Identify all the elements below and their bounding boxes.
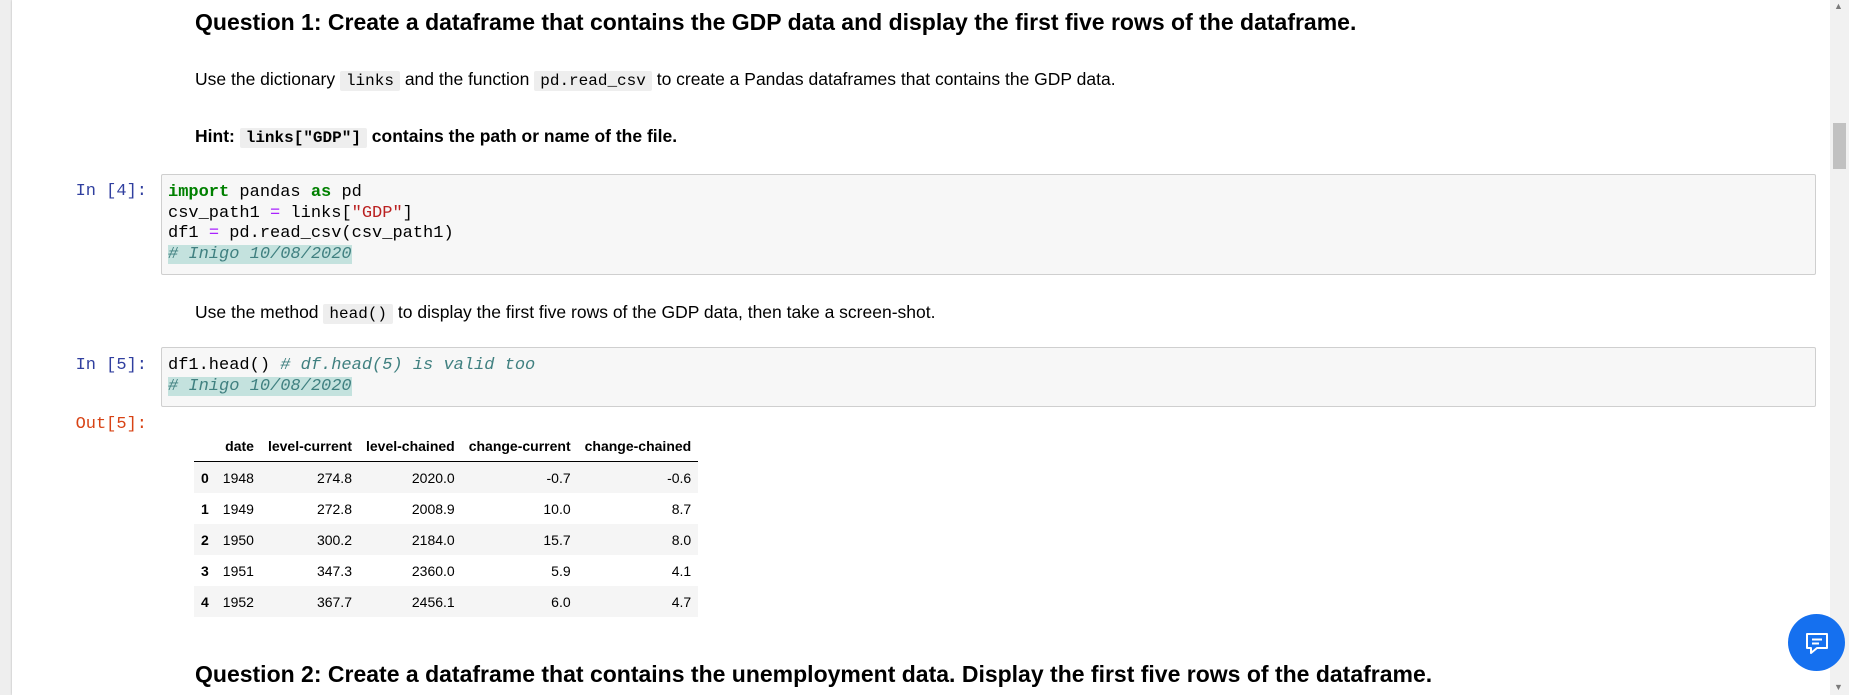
code-comment: # Inigo 10/08/2020 — [168, 376, 352, 396]
question-1-title: Question 1: Create a dataframe that cont… — [195, 9, 1357, 35]
vertical-scrollbar[interactable]: ▲ ▼ — [1830, 0, 1849, 695]
code-text: pd.read_csv(csv_path1) — [219, 224, 454, 243]
cell-change-chained: 8.0 — [671, 531, 692, 548]
question-1-heading: Question 1: Create a dataframe that cont… — [195, 9, 1356, 36]
chat-icon — [1805, 632, 1828, 654]
cell-change-current: -0.7 — [546, 469, 571, 486]
code-operator: = — [208, 224, 220, 243]
cell-date: 1950 — [222, 531, 254, 548]
code-string: "GDP" — [351, 203, 403, 223]
column-header-index — [194, 431, 216, 462]
cell-level-current: 367.7 — [316, 593, 352, 610]
cell-level-chained: 2008.9 — [411, 500, 455, 517]
instruction-text: Use the dictionary — [195, 69, 340, 89]
cell-date: 1952 — [222, 593, 254, 610]
cell-change-current: 10.0 — [543, 500, 571, 517]
table-row: 1 1949 272.8 2008.9 10.0 8.7 — [194, 493, 698, 524]
notebook-container: Question 1: Create a dataframe that cont… — [12, 0, 1830, 695]
cell-change-chained: 8.7 — [671, 500, 692, 517]
inline-code-read-csv: pd.read_csv — [534, 71, 652, 91]
cell-date: 1949 — [222, 500, 254, 517]
row-index: 4 — [201, 593, 209, 610]
code-text: links[ — [280, 203, 352, 223]
scroll-up-arrow[interactable]: ▲ — [1834, 1, 1843, 11]
table-header-row: date level-current level-chained change-… — [194, 431, 699, 462]
table-row: 3 1951 347.3 2360.0 5.9 4.1 — [194, 555, 698, 586]
code-operator: = — [270, 203, 281, 223]
cell-5-code-editor[interactable]: df1.head() # df.head(5) is valid too # I… — [161, 347, 1816, 407]
cell-level-chained: 2360.0 — [411, 562, 455, 579]
cell-5-output-prompt: Out[5]: — [75, 415, 147, 434]
column-header-level-chained: level-chained — [359, 431, 462, 462]
column-header-level-current: level-current — [260, 431, 359, 462]
scroll-down-arrow[interactable]: ▼ — [1834, 682, 1843, 692]
instruction-text: Use the method — [195, 302, 324, 322]
hint-text: contains the path or name of the file. — [366, 126, 678, 146]
question-1-hint: Hint: links["GDP"] contains the path or … — [195, 126, 678, 148]
code-text: csv_path1 — [168, 203, 271, 223]
gdp-dataframe-table: date level-current level-chained change-… — [194, 431, 699, 617]
cell-level-current: 272.8 — [316, 500, 352, 517]
scrollbar-thumb[interactable] — [1833, 123, 1846, 169]
inline-code-links-gdp: links["GDP"] — [239, 128, 367, 148]
column-header-change-current: change-current — [461, 431, 578, 462]
cell-level-chained: 2184.0 — [411, 531, 455, 548]
code-comment: # Inigo 10/08/2020 — [168, 244, 352, 264]
cell-level-chained: 2456.1 — [411, 593, 455, 610]
code-comment: # df.head(5) is valid too — [280, 356, 536, 375]
cell-4-code-editor[interactable]: import pandas as pd csv_path1 = links["G… — [161, 174, 1816, 275]
cell-5-input-prompt: In [5]: — [75, 356, 147, 375]
cell-level-chained: 2020.0 — [411, 469, 455, 486]
cell-level-current: 347.3 — [316, 562, 352, 579]
row-index: 0 — [201, 469, 209, 486]
code-text: pandas — [229, 183, 311, 202]
table-row: 0 1948 274.8 2020.0 -0.7 -0.6 — [194, 461, 699, 493]
code-text: df1 — [168, 224, 209, 243]
question-2-title: Question 2: Create a dataframe that cont… — [195, 661, 1433, 687]
instruction-text: to create a Pandas dataframes that conta… — [651, 69, 1116, 89]
table-row: 2 1950 300.2 2184.0 15.7 8.0 — [194, 524, 699, 555]
cell-change-chained: -0.6 — [667, 469, 692, 486]
instruction-text: to display the first five rows of the GD… — [393, 302, 936, 322]
code-text: df1.head() — [168, 356, 281, 375]
cell-change-chained: 4.1 — [671, 562, 692, 579]
cell-change-current: 6.0 — [551, 593, 571, 610]
cell-4-input-prompt: In [4]: — [75, 182, 147, 201]
cell-level-current: 300.2 — [316, 531, 352, 548]
code-keyword: import — [168, 183, 230, 202]
column-header-date: date — [215, 431, 261, 462]
code-keyword: as — [310, 183, 332, 202]
head-instructions: Use the method head() to display the fir… — [195, 302, 936, 324]
cell-level-current: 274.8 — [316, 469, 352, 486]
cell-date: 1948 — [222, 469, 254, 486]
cell-change-current: 5.9 — [551, 562, 571, 579]
hint-label: Hint: — [195, 126, 240, 146]
cell-change-current: 15.7 — [543, 531, 571, 548]
cell-change-chained: 4.7 — [671, 593, 692, 610]
inline-code-links: links — [339, 71, 400, 91]
cell-date: 1951 — [222, 562, 254, 579]
code-text: ] — [402, 203, 413, 223]
question-2-heading: Question 2: Create a dataframe that cont… — [195, 661, 1432, 688]
code-text: pd — [331, 183, 362, 202]
inline-code-head: head() — [323, 304, 394, 324]
row-index: 1 — [201, 500, 209, 517]
chat-button[interactable] — [1788, 614, 1845, 671]
column-header-change-chained: change-chained — [577, 431, 699, 462]
row-index: 3 — [201, 562, 209, 579]
table-row: 4 1952 367.7 2456.1 6.0 4.7 — [194, 586, 699, 617]
question-1-instructions: Use the dictionary links and the functio… — [195, 69, 1116, 91]
row-index: 2 — [201, 531, 209, 548]
instruction-text: and the function — [399, 69, 535, 89]
